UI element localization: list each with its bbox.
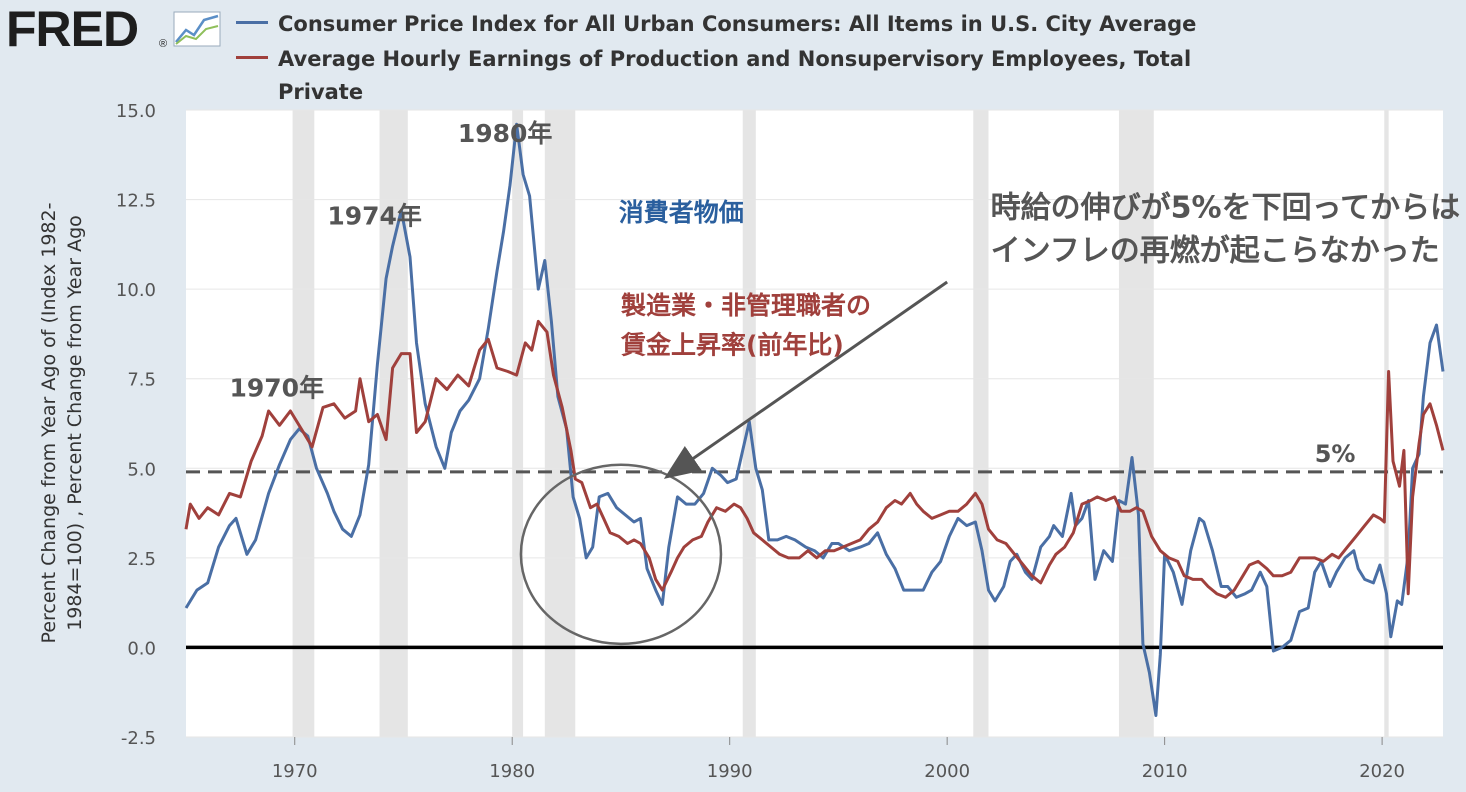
y-tick-label: 5.0 <box>127 459 156 480</box>
legend-item-cpi[interactable]: Consumer Price Index for All Urban Consu… <box>236 8 1218 41</box>
x-tick-label: 1980 <box>489 761 535 782</box>
x-tick-label: 2010 <box>1142 761 1188 782</box>
y-tick-label: 10.0 <box>116 280 156 301</box>
y-tick-label: 15.0 <box>116 101 156 122</box>
legend-swatch-cpi <box>236 21 268 24</box>
x-tick-label: 1990 <box>707 761 753 782</box>
highlight-ellipse <box>519 280 949 646</box>
annotations: 1970年 1974年 1980年消費者物価製造業・非管理職者の賃金上昇率(前年比)… <box>229 119 1460 402</box>
recession-band <box>544 110 576 737</box>
y-tick-label: 0.0 <box>127 638 156 659</box>
y-axis-label: Percent Change from Year Ago of (Index 1… <box>38 203 86 644</box>
y-tick-label: 2.5 <box>127 549 156 570</box>
recession-band <box>973 110 989 737</box>
x-axis: 1970 1980 1990 2000 2010 2020 <box>272 737 1405 782</box>
legend-swatch-earnings <box>236 56 268 59</box>
x-tick-label: 2000 <box>924 761 970 782</box>
series-layer <box>184 122 1445 717</box>
y-axis-label-line-2: 1984=100) , Percent Change from Year Ago <box>64 215 86 631</box>
chart-header: FRED ® Consumer Price Index for All Urba… <box>0 0 1466 108</box>
x-tick-label: 1970 <box>272 761 318 782</box>
recession-band <box>292 110 315 737</box>
highlight-ellipse-shape <box>519 463 723 646</box>
reference-line-label: 5% <box>1315 440 1356 468</box>
line-chart-icon <box>173 11 221 47</box>
legend-label-earnings: Average Hourly Earnings of Production an… <box>278 47 1192 104</box>
recession-band <box>512 110 524 737</box>
y-tick-label: -2.5 <box>121 728 156 749</box>
series-line-earnings <box>184 319 1445 599</box>
reference-line-5pct: 5% <box>186 440 1443 474</box>
y-axis: 15.0 12.5 10.0 7.5 5.0 2.5 0.0 -2.5 <box>116 101 156 749</box>
highlight-arrow <box>663 280 949 479</box>
fred-logo-text: FRED <box>6 2 138 52</box>
legend-item-earnings[interactable]: Average Hourly Earnings of Production an… <box>236 43 1218 109</box>
annotation-label: インフレの再燃が起こらなかった <box>991 233 1440 268</box>
annotation-label: 時給の伸びが5%を下回ってからは <box>991 190 1460 225</box>
fred-logo-registered-mark: ® <box>159 38 167 50</box>
y-tick-label: 12.5 <box>116 191 156 212</box>
y-axis-label-line-1: Percent Change from Year Ago of (Index 1… <box>38 203 60 644</box>
annotation-label: 賃金上昇率(前年比) <box>620 331 844 360</box>
x-tick-label: 2020 <box>1359 761 1405 782</box>
annotation-label: 1974年 <box>327 202 422 231</box>
annotation-label: 消費者物価 <box>619 198 744 227</box>
annotation-label: 1970年 <box>229 374 324 403</box>
recession-band <box>1118 110 1154 737</box>
series-line-cpi <box>184 122 1445 717</box>
legend-label-cpi: Consumer Price Index for All Urban Consu… <box>278 12 1197 36</box>
annotation-label: 1980年 <box>458 119 553 148</box>
grid-lines <box>186 109 1443 738</box>
annotation-label: 製造業・非管理職者の <box>620 291 871 320</box>
y-tick-label: 7.5 <box>127 370 156 391</box>
fred-logo[interactable]: FRED ® <box>6 2 236 52</box>
